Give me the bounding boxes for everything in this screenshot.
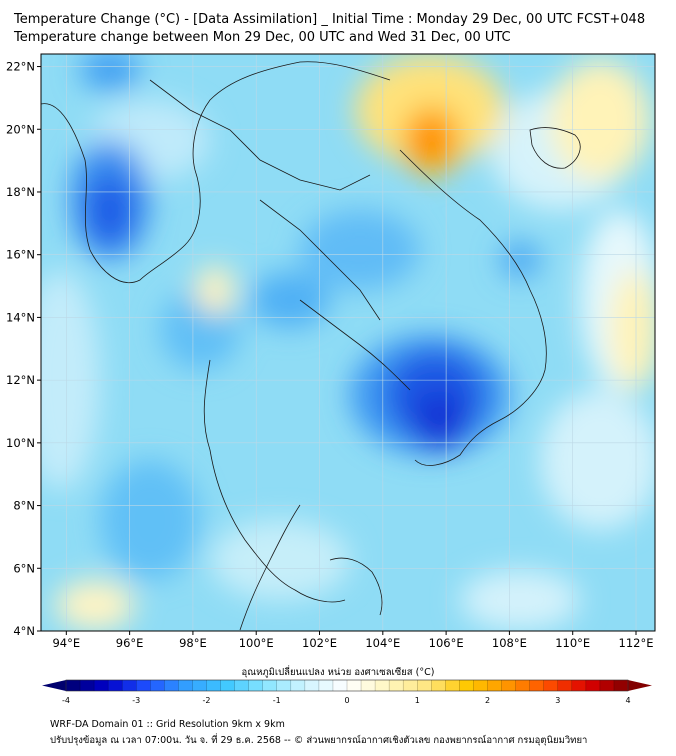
colorbar-segment <box>318 680 334 691</box>
colorbar <box>42 679 652 692</box>
lat-label: 10°N <box>6 436 35 450</box>
colorbar-segment <box>613 680 629 691</box>
lat-label: 16°N <box>6 248 35 262</box>
map-subtitle: Temperature change between Mon 29 Dec, 0… <box>14 30 511 45</box>
lon-label: 98°E <box>179 636 207 650</box>
colorbar-segment <box>80 680 95 691</box>
footer-update-info: ปรับปรุงข้อมูล ณ เวลา 07:00น. วัน จ. ที่… <box>50 735 588 746</box>
lat-label: 12°N <box>6 373 35 387</box>
colorbar-segment <box>178 680 193 691</box>
colorbar-tick-label: -2 <box>203 696 211 705</box>
colorbar-segment <box>487 680 502 691</box>
colorbar-segment <box>164 680 179 691</box>
colorbar-segment <box>276 680 292 691</box>
lat-label: 4°N <box>13 624 35 638</box>
colorbar-segment <box>192 680 207 691</box>
colorbar-label: อุณหภูมิเปลี่ยนแปลง หน่วย องศาเซลเซียส (… <box>241 667 435 678</box>
map-frame <box>40 53 656 632</box>
lat-label: 14°N <box>6 310 35 324</box>
colorbar-tick-label: 1 <box>415 696 420 705</box>
colorbar-segment <box>136 680 151 691</box>
colorbar-tick-label: -1 <box>273 696 281 705</box>
lat-label: 18°N <box>6 185 35 199</box>
longitude-labels: 94°E 96°E 98°E 100°E 102°E 104°E 106°E 108°E 110… <box>52 631 653 650</box>
colorbar-min-extend <box>42 680 66 691</box>
colorbar-tick-labels: -4 -3 -2 -1 0 1 2 3 4 <box>62 696 631 705</box>
colorbar-segment <box>108 680 123 691</box>
colorbar-segment <box>94 680 109 691</box>
colorbar-tick-label: 2 <box>485 696 490 705</box>
lat-label: 20°N <box>6 122 35 136</box>
colorbar-segment <box>290 680 306 691</box>
colorbar-segment <box>389 680 404 691</box>
colorbar-segment <box>304 680 320 691</box>
colorbar-segment <box>473 680 488 691</box>
colorbar-segment <box>248 680 264 691</box>
colorbar-tick-label: 0 <box>344 696 349 705</box>
map-title: Temperature Change (°C) - [Data Assimila… <box>14 12 646 27</box>
colorbar-segment <box>403 680 418 691</box>
coastline-outlines <box>41 61 581 631</box>
lon-label: 110°E <box>555 636 590 650</box>
colorbar-segment <box>122 680 137 691</box>
colorbar-max-extend <box>628 680 652 691</box>
colorbar-segment <box>262 680 278 691</box>
colorbar-segment <box>571 680 587 691</box>
graticule <box>41 54 655 631</box>
lon-label: 96°E <box>116 636 144 650</box>
colorbar-segment <box>431 680 446 691</box>
colorbar-segment <box>332 680 348 691</box>
lon-label: 102°E <box>302 636 337 650</box>
lon-label: 104°E <box>365 636 400 650</box>
colorbar-tick-label: 3 <box>555 696 560 705</box>
colorbar-segment <box>206 680 221 691</box>
colorbar-tick-label: -4 <box>62 696 70 705</box>
colorbar-segment <box>599 680 615 691</box>
colorbar-segment <box>361 680 376 691</box>
temperature-field <box>41 54 655 631</box>
colorbar-segment <box>543 680 559 691</box>
colorbar-segment <box>501 680 516 691</box>
colorbar-segment <box>66 680 81 691</box>
lat-label: 22°N <box>6 60 35 74</box>
colorbar-segment <box>515 680 531 691</box>
colorbar-outline <box>65 679 629 692</box>
footer-model-info: WRF-DA Domain 01 :: Grid Resolution 9km … <box>50 719 285 730</box>
colorbar-segment <box>220 680 235 691</box>
colorbar-tick-label: 4 <box>625 696 630 705</box>
colorbar-segment <box>585 680 601 691</box>
colorbar-segment <box>375 680 390 691</box>
colorbar-segment <box>150 680 165 691</box>
lat-label: 6°N <box>13 561 35 575</box>
lon-label: 112°E <box>619 636 654 650</box>
lat-label: 8°N <box>13 499 35 513</box>
colorbar-segment <box>529 680 545 691</box>
lon-label: 106°E <box>429 636 464 650</box>
lon-label: 94°E <box>52 636 80 650</box>
colorbar-segment <box>417 680 432 691</box>
colorbar-segment <box>234 680 250 691</box>
lon-label: 100°E <box>239 636 274 650</box>
colorbar-segment <box>445 680 460 691</box>
colorbar-tick-label: -3 <box>132 696 140 705</box>
latitude-labels: 22°N 20°N 18°N 16°N 14°N 12°N 10°N 8°N 6°N 4°N <box>6 60 41 638</box>
colorbar-segment <box>557 680 573 691</box>
lon-label: 108°E <box>492 636 527 650</box>
colorbar-segment <box>459 680 474 691</box>
colorbar-segment <box>347 680 362 691</box>
